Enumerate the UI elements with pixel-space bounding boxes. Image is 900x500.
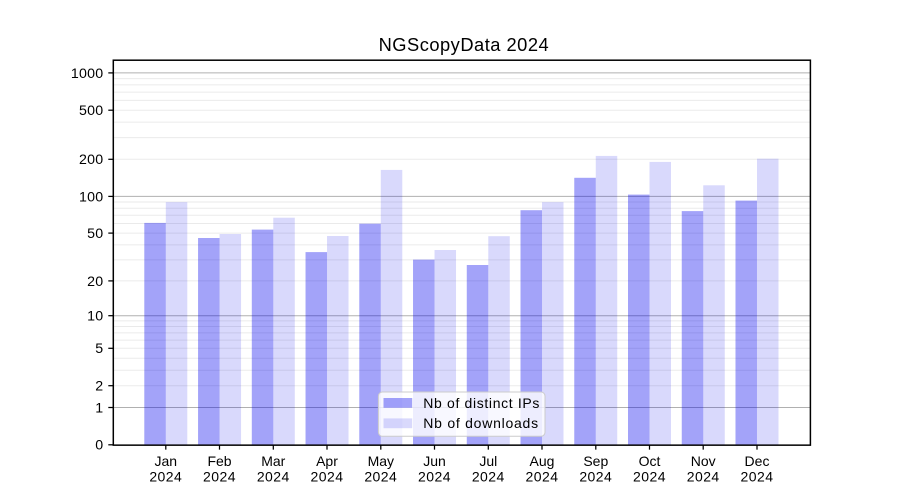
svg-text:5: 5 [95,341,103,357]
svg-text:Mar: Mar [261,453,285,469]
svg-text:2024: 2024 [418,468,451,484]
svg-text:100: 100 [79,189,103,205]
svg-text:200: 200 [79,152,103,168]
svg-text:Nov: Nov [691,453,716,469]
svg-text:2024: 2024 [203,468,236,484]
svg-text:2024: 2024 [311,468,344,484]
svg-text:20: 20 [87,274,103,290]
svg-text:2024: 2024 [526,468,559,484]
svg-text:Dec: Dec [745,453,770,469]
svg-text:Apr: Apr [316,453,338,469]
svg-text:Jul: Jul [479,453,497,469]
svg-text:1: 1 [95,400,103,416]
svg-text:Sep: Sep [583,453,608,469]
svg-text:Oct: Oct [639,453,661,469]
svg-text:2: 2 [95,379,103,395]
svg-text:Feb: Feb [207,453,231,469]
svg-text:NGScopyData 2024: NGScopyData 2024 [379,34,550,55]
svg-text:0: 0 [95,438,103,454]
svg-text:Aug: Aug [530,453,555,469]
svg-text:2024: 2024 [687,468,720,484]
svg-text:Nb of distinct IPs: Nb of distinct IPs [423,395,540,411]
svg-text:1000: 1000 [71,66,103,82]
svg-text:2024: 2024 [149,468,182,484]
svg-text:10: 10 [87,309,103,325]
svg-text:500: 500 [79,103,103,119]
svg-text:2024: 2024 [579,468,612,484]
svg-text:May: May [368,453,394,469]
svg-text:2024: 2024 [633,468,666,484]
svg-text:2024: 2024 [472,468,505,484]
svg-text:2024: 2024 [364,468,397,484]
svg-text:Nb of downloads: Nb of downloads [423,415,539,431]
svg-text:2024: 2024 [741,468,774,484]
svg-text:Jun: Jun [423,453,446,469]
svg-text:2024: 2024 [257,468,290,484]
svg-text:50: 50 [87,226,103,242]
svg-text:Jan: Jan [155,453,178,469]
